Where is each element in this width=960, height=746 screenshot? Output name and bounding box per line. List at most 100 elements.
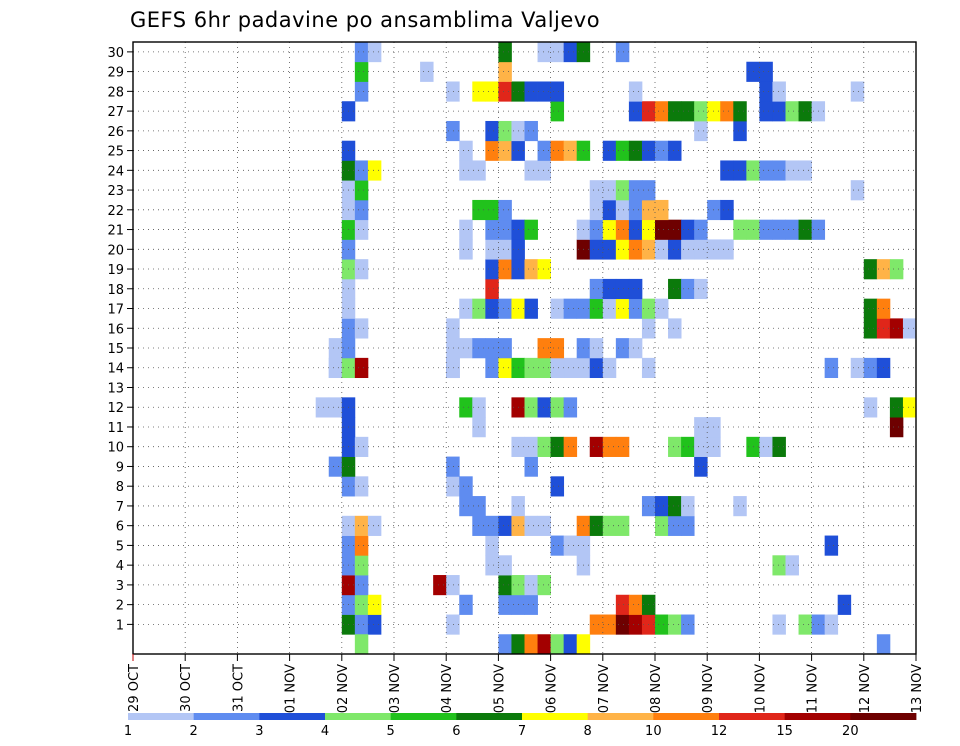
- heatmap-cell: [850, 81, 865, 102]
- heatmap-cell: [615, 42, 630, 63]
- heatmap-cell: [655, 239, 669, 260]
- heatmap-cell: [446, 575, 460, 596]
- heatmap-cell: [655, 496, 669, 517]
- heatmap-cell: [733, 101, 747, 122]
- y-tick-label: 15: [107, 342, 124, 357]
- heatmap-cell: [328, 397, 343, 418]
- heatmap-cell: [681, 436, 695, 457]
- heatmap-cell: [615, 298, 630, 319]
- heatmap-cell: [354, 555, 369, 576]
- heatmap-cell: [759, 81, 773, 102]
- heatmap-cell: [472, 397, 486, 418]
- heatmap-cell: [459, 476, 473, 497]
- heatmap-cell: [628, 298, 643, 319]
- heatmap-cell: [733, 219, 747, 240]
- heatmap-cell: [537, 515, 551, 536]
- heatmap-cell: [602, 515, 617, 536]
- heatmap-cell: [537, 81, 551, 102]
- heatmap-cell: [498, 259, 512, 280]
- heatmap-cell: [759, 436, 773, 457]
- heatmap-cell: [615, 239, 630, 260]
- heatmap-cell: [472, 81, 486, 102]
- heatmap-cell: [550, 357, 565, 379]
- colorbar-label: 8: [584, 724, 592, 739]
- colorbar-label: 20: [842, 724, 859, 739]
- heatmap-cell: [759, 101, 773, 122]
- heatmap-cell: [837, 594, 852, 615]
- heatmap-cell: [354, 535, 369, 556]
- heatmap-cell: [733, 496, 747, 517]
- heatmap-cell: [354, 259, 369, 280]
- heatmap-cell: [772, 219, 786, 240]
- y-tick-label: 20: [107, 243, 124, 258]
- x-tick-label: 05 NOV: [492, 664, 507, 713]
- colorbar-swatch: [587, 713, 654, 720]
- heatmap-cell: [485, 239, 499, 260]
- heatmap-cell: [537, 338, 551, 359]
- colorbar-label: 6: [452, 724, 460, 739]
- grid-lines: [133, 42, 916, 654]
- colorbar-label: 3: [255, 724, 263, 739]
- heatmap-cell: [485, 535, 499, 556]
- heatmap-cell: [537, 357, 551, 379]
- heatmap-cell: [655, 101, 669, 122]
- heatmap-cell: [446, 456, 460, 477]
- heatmap-cell: [889, 417, 904, 438]
- heatmap-cell: [446, 338, 460, 359]
- x-tick-label: 07 NOV: [597, 664, 612, 713]
- colorbar-swatch: [784, 713, 851, 720]
- heatmap-cell: [615, 278, 630, 300]
- heatmap-cell: [550, 140, 565, 161]
- heatmap-cell: [446, 81, 460, 102]
- heatmap-cell: [628, 219, 643, 240]
- heatmap-cell: [485, 338, 499, 359]
- heatmap-cell: [367, 515, 382, 536]
- heatmap-cell: [550, 81, 565, 102]
- colorbar-legend: 1 2 3 4 5 6 7 8 10 12 15 20: [124, 713, 917, 739]
- heatmap-cell: [589, 338, 604, 359]
- heatmap-cell: [902, 318, 917, 339]
- x-tick-label: 29 OCT: [127, 664, 142, 712]
- x-tick-label: 30 OCT: [179, 664, 194, 712]
- heatmap-cell: [602, 436, 617, 457]
- heatmap-cell: [472, 515, 486, 536]
- y-tick-label: 25: [107, 145, 124, 160]
- heatmap-cell: [694, 239, 708, 260]
- heatmap-cell: [824, 535, 839, 556]
- heatmap-cell: [524, 397, 538, 418]
- y-tick-label: 29: [107, 66, 124, 81]
- heatmap-cell: [655, 199, 669, 221]
- heatmap-cell: [589, 298, 604, 319]
- heatmap-cell: [446, 120, 460, 142]
- heatmap-cell: [628, 140, 643, 161]
- heatmap-cell: [694, 101, 708, 122]
- heatmap-cell: [498, 555, 512, 576]
- heatmap-cell: [876, 634, 891, 655]
- heatmap-cell: [863, 397, 878, 418]
- heatmap-cell: [602, 180, 617, 201]
- heatmap-cell: [681, 496, 695, 517]
- heatmap-cell: [694, 456, 708, 477]
- heatmap-cell: [354, 160, 369, 181]
- y-tick-label: 30: [107, 46, 124, 61]
- heatmap-cell: [863, 357, 878, 379]
- heatmap-cell: [668, 614, 682, 635]
- heatmap-cell: [498, 515, 512, 536]
- heatmap-cell: [668, 436, 682, 457]
- heatmap-cell: [563, 436, 578, 457]
- heatmap-cell: [524, 120, 538, 142]
- heatmap-cell: [354, 575, 369, 596]
- heatmap-cell: [446, 476, 460, 497]
- heatmap-cell: [589, 614, 604, 635]
- heatmap-cell: [446, 614, 460, 635]
- heatmap-cell: [628, 239, 643, 260]
- y-tick-label: 6: [116, 520, 124, 535]
- x-tick-label: 09 NOV: [701, 664, 716, 713]
- heatmap-cell: [550, 436, 565, 457]
- y-tick-label: 27: [107, 105, 124, 120]
- heatmap-cell: [524, 219, 538, 240]
- heatmap-cell: [328, 456, 343, 477]
- heatmap-cell: [328, 338, 343, 359]
- heatmap-cell: [694, 436, 708, 457]
